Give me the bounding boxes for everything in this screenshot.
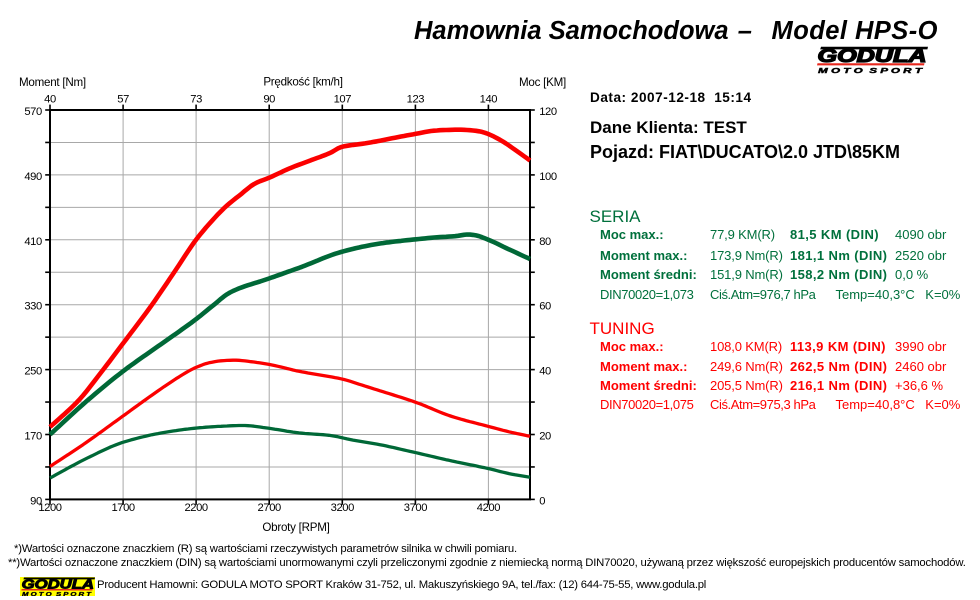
svg-text:90: 90 — [30, 495, 42, 507]
svg-text:73: 73 — [190, 94, 202, 106]
svg-text:Moment [Nm]: Moment [Nm] — [19, 76, 86, 89]
svg-text:Obroty [RPM]: Obroty [RPM] — [262, 521, 329, 534]
svg-text:3700: 3700 — [404, 502, 427, 514]
svg-text:40: 40 — [539, 366, 551, 378]
svg-text:170: 170 — [24, 431, 42, 443]
svg-text:2700: 2700 — [258, 502, 281, 514]
svg-text:0: 0 — [539, 495, 545, 507]
svg-text:2200: 2200 — [184, 502, 207, 514]
svg-text:GODULA: GODULA — [22, 577, 94, 591]
svg-text:20: 20 — [539, 431, 551, 443]
svg-text:570: 570 — [24, 106, 42, 118]
svg-text:M O T O S P O R T: M O T O S P O R T — [22, 591, 92, 596]
svg-text:120: 120 — [539, 106, 557, 118]
svg-text:90: 90 — [263, 94, 275, 106]
svg-text:140: 140 — [480, 94, 498, 106]
svg-text:40: 40 — [44, 94, 56, 106]
svg-text:1700: 1700 — [111, 502, 134, 514]
svg-text:M O T O S P O R T: M O T O S P O R T — [818, 66, 924, 74]
svg-text:410: 410 — [24, 236, 42, 248]
svg-text:Moc [KM]: Moc [KM] — [519, 76, 566, 89]
svg-text:107: 107 — [334, 94, 352, 106]
svg-text:GODULA: GODULA — [818, 46, 927, 66]
svg-text:100: 100 — [539, 171, 557, 183]
svg-text:4200: 4200 — [477, 502, 500, 514]
svg-text:80: 80 — [539, 236, 551, 248]
svg-text:490: 490 — [24, 171, 42, 183]
svg-text:1200: 1200 — [38, 502, 61, 514]
svg-text:250: 250 — [24, 366, 42, 378]
svg-text:3200: 3200 — [331, 502, 354, 514]
svg-text:57: 57 — [117, 94, 129, 106]
svg-text:60: 60 — [539, 301, 551, 313]
svg-text:Prędkość [km/h]: Prędkość [km/h] — [263, 75, 342, 88]
svg-text:123: 123 — [407, 94, 425, 106]
svg-text:330: 330 — [24, 301, 42, 313]
